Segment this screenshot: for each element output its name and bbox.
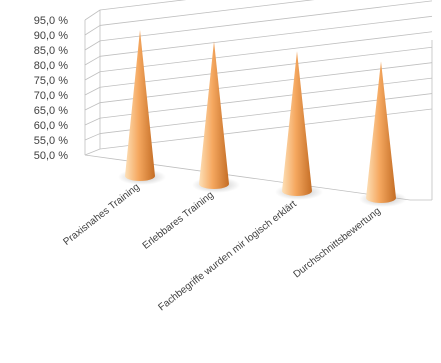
side-gridline: [84, 102, 101, 111]
y-tick-label: 60,0 %: [34, 120, 68, 132]
y-tick-label: 65,0 %: [34, 105, 68, 117]
gridline: [99, 62, 433, 104]
gridline: [99, 46, 433, 88]
y-tick-label: 50,0 %: [34, 150, 68, 162]
y-tick-label: 75,0 %: [34, 75, 68, 87]
side-gridline: [84, 25, 101, 36]
y-tick-label: 80,0 %: [34, 60, 68, 72]
x-category-label: Praxisnahes Training: [61, 182, 141, 248]
cone-bar: [282, 51, 312, 196]
gridline: [99, 0, 187, 11]
side-gridline: [84, 9, 101, 21]
y-tick-label: 55,0 %: [34, 135, 68, 147]
cone-bar: [125, 30, 155, 181]
y-tick-label: 90,0 %: [34, 30, 68, 42]
y-tick-label: 70,0 %: [34, 90, 68, 102]
y-tick-label: 95,0 %: [34, 15, 68, 27]
gridline: [99, 31, 433, 73]
x-category-label: Erlebbares Training: [141, 190, 216, 252]
grid-layer: [84, 0, 433, 201]
gridline: [99, 15, 433, 57]
gridline: [99, 0, 433, 42]
cones-layer: [118, 30, 407, 207]
y-tick-label: 85,0 %: [34, 45, 68, 57]
gridline: [99, 77, 433, 119]
side-gridline: [84, 133, 101, 141]
y-axis-labels: 95,0 % 90,0 % 85,0 % 80,0 % 75,0 % 70,0 % 65,0…: [34, 15, 68, 162]
x-category-label: Durchschnittsbewertung: [292, 206, 383, 281]
gridline: [99, 93, 433, 134]
side-gridline: [84, 148, 101, 156]
gridline: [99, 0, 315, 26]
cone-bar: [199, 41, 229, 189]
side-gridline: [84, 117, 101, 126]
side-gridline: [84, 71, 101, 81]
cone-bar: [366, 61, 396, 204]
side-gridline: [84, 86, 101, 96]
side-gridline: [84, 55, 101, 66]
side-gridline: [84, 40, 101, 51]
